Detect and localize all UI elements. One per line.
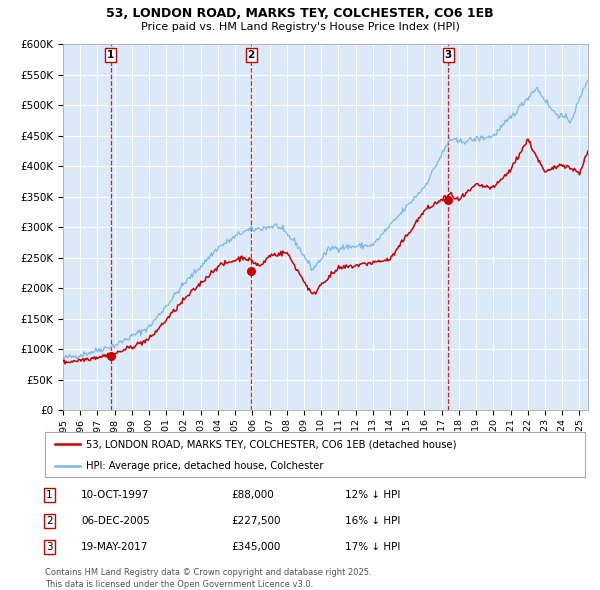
Text: 3: 3 [46, 542, 53, 552]
Text: Contains HM Land Registry data © Crown copyright and database right 2025.
This d: Contains HM Land Registry data © Crown c… [45, 568, 371, 589]
Text: 19-MAY-2017: 19-MAY-2017 [81, 542, 148, 552]
Text: 16% ↓ HPI: 16% ↓ HPI [345, 516, 400, 526]
Text: £88,000: £88,000 [231, 490, 274, 500]
Text: 10-OCT-1997: 10-OCT-1997 [81, 490, 149, 500]
Text: 12% ↓ HPI: 12% ↓ HPI [345, 490, 400, 500]
Text: Price paid vs. HM Land Registry's House Price Index (HPI): Price paid vs. HM Land Registry's House … [140, 22, 460, 32]
Text: HPI: Average price, detached house, Colchester: HPI: Average price, detached house, Colc… [86, 461, 323, 470]
Text: 17% ↓ HPI: 17% ↓ HPI [345, 542, 400, 552]
Text: 1: 1 [46, 490, 53, 500]
Text: 1: 1 [107, 50, 115, 60]
Text: 2: 2 [248, 50, 255, 60]
Text: 06-DEC-2005: 06-DEC-2005 [81, 516, 150, 526]
Text: 53, LONDON ROAD, MARKS TEY, COLCHESTER, CO6 1EB: 53, LONDON ROAD, MARKS TEY, COLCHESTER, … [106, 7, 494, 20]
Text: £345,000: £345,000 [231, 542, 280, 552]
Text: £227,500: £227,500 [231, 516, 281, 526]
Text: 53, LONDON ROAD, MARKS TEY, COLCHESTER, CO6 1EB (detached house): 53, LONDON ROAD, MARKS TEY, COLCHESTER, … [86, 440, 456, 450]
Text: 3: 3 [445, 50, 452, 60]
Text: 2: 2 [46, 516, 53, 526]
